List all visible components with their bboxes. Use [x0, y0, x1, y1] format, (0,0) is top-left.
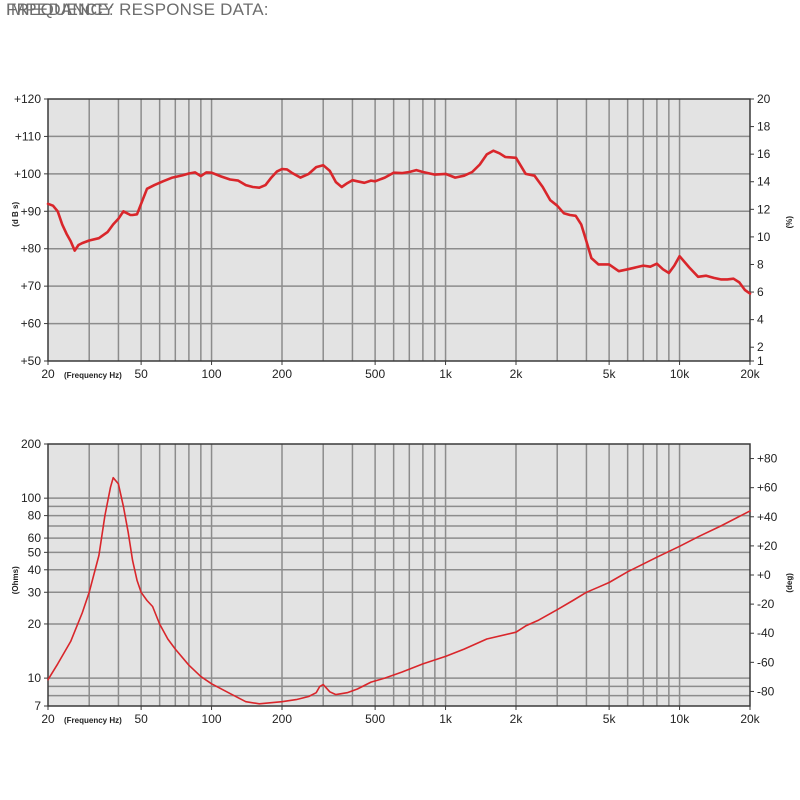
y2-axis-label: (deg): [785, 573, 794, 593]
x-tick-label: 1k: [439, 712, 453, 726]
y-tick-label: 60: [28, 531, 42, 545]
y-tick-label: 10: [28, 671, 42, 685]
x-tick-label: 5k: [603, 367, 617, 381]
x-tick-label: 20: [41, 712, 55, 726]
y2-tick-label: +60: [757, 481, 778, 495]
y-tick-label: 20: [28, 617, 42, 631]
y2-axis-label: (%): [785, 216, 794, 229]
x-tick-label: 50: [134, 367, 148, 381]
y-tick-label: 40: [28, 563, 42, 577]
y-tick-label: +50: [21, 354, 42, 368]
y-axis-label: (d B s): [11, 202, 20, 227]
y2-tick-label: 12: [757, 202, 771, 216]
y-tick-label: +80: [21, 242, 42, 256]
y-tick-label: +100: [14, 167, 41, 181]
y2-tick-label: 20: [757, 92, 771, 106]
x-tick-label: 2k: [510, 367, 524, 381]
x-tick-label: 100: [202, 367, 222, 381]
x-tick-label: 200: [272, 367, 292, 381]
plot-frame-0: [47, 98, 751, 362]
y-tick-label: 100: [21, 491, 41, 505]
y2-tick-label: 1: [757, 354, 764, 368]
x-tick-label: 500: [365, 712, 385, 726]
x-axis-label: (Frequency Hz): [64, 371, 122, 380]
y-tick-label: +90: [21, 204, 42, 218]
x-tick-label: 200: [272, 712, 292, 726]
y2-tick-label: -60: [757, 655, 775, 669]
y2-tick-label: +40: [757, 510, 778, 524]
y-tick-label: 30: [28, 585, 42, 599]
y2-tick-label: -40: [757, 626, 775, 640]
y2-tick-label: 16: [757, 147, 771, 161]
impedance-title: IMPEDANCE:: [6, 0, 114, 19]
series-line-1: [47, 476, 751, 705]
plot-area-0: [48, 99, 750, 361]
y2-tick-label: +0: [757, 568, 771, 582]
y-axis-label: (Ohms): [11, 566, 20, 594]
x-axis-label: (Frequency Hz): [64, 716, 122, 725]
x-tick-label: 50: [134, 712, 148, 726]
y-tick-label: 80: [28, 509, 42, 523]
y2-tick-label: 10: [757, 230, 771, 244]
y-tick-label: +110: [15, 129, 41, 143]
x-tick-label: 10k: [670, 712, 690, 726]
y-tick-label: +60: [21, 317, 42, 331]
y2-tick-label: 2: [757, 340, 764, 354]
y-tick-label: 7: [34, 699, 41, 713]
y-tick-label: 200: [21, 437, 41, 451]
y2-tick-label: 18: [757, 120, 771, 134]
frequency-response-title: FREQUENCY RESPONSE DATA:: [6, 0, 269, 19]
y2-tick-label: -80: [757, 684, 775, 698]
x-tick-label: 5k: [603, 712, 617, 726]
x-tick-label: 1k: [439, 367, 453, 381]
x-tick-label: 500: [365, 367, 385, 381]
x-tick-label: 20k: [740, 367, 760, 381]
y2-tick-label: +20: [757, 539, 778, 553]
plot-area-1: [48, 444, 750, 706]
y-tick-label: +70: [21, 279, 42, 293]
y2-tick-label: +80: [757, 452, 778, 466]
x-tick-label: 2k: [510, 712, 524, 726]
x-tick-label: 20k: [740, 712, 760, 726]
y-tick-label: 50: [28, 545, 42, 559]
y2-tick-label: 8: [757, 257, 764, 271]
x-tick-label: 10k: [670, 367, 690, 381]
y2-tick-label: -20: [757, 597, 775, 611]
y2-tick-label: 14: [757, 175, 771, 189]
series-line-0: [46, 149, 752, 295]
x-tick-label: 20: [41, 367, 55, 381]
y2-tick-label: 4: [757, 313, 764, 327]
y2-tick-label: 6: [757, 285, 764, 299]
x-tick-label: 100: [202, 712, 222, 726]
y-tick-label: +120: [14, 92, 41, 106]
